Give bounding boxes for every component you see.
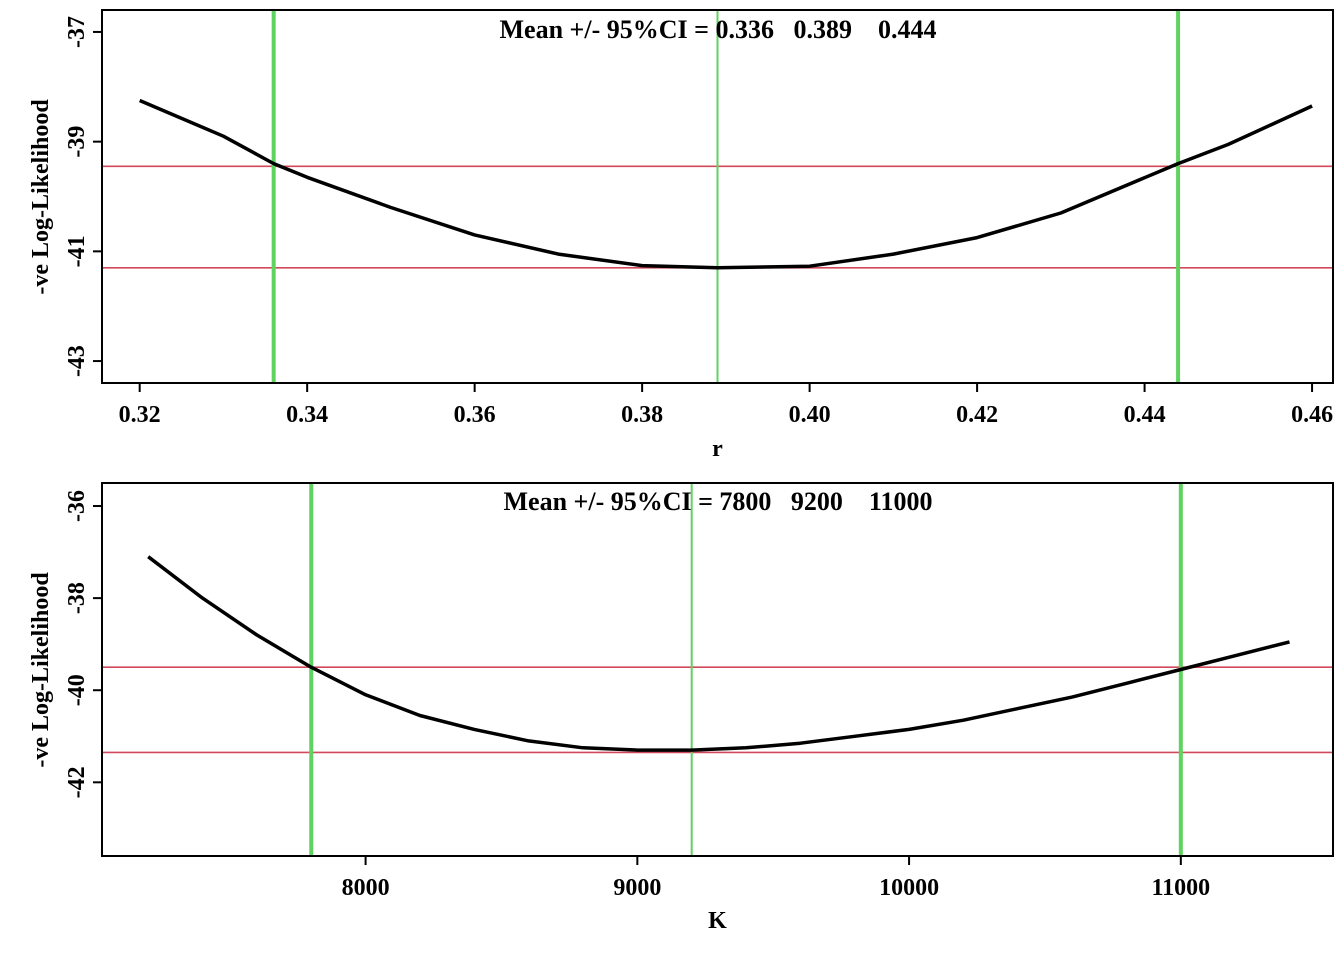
- y-tick-label: -43: [64, 345, 90, 377]
- y-axis-title: -ve Log-Likelihood: [28, 99, 54, 295]
- x-tick-label: 0.46: [1291, 402, 1333, 428]
- y-tick-label: -42: [64, 766, 90, 798]
- y-tick-label: -38: [64, 582, 90, 614]
- x-axis-title: K: [708, 908, 727, 934]
- y-tick-label: -41: [64, 235, 90, 267]
- chart-panel-2: 8000 9000 10000 11000 -36 -38 -40 -42 K -ve Log-L…: [28, 482, 1334, 934]
- x-tick-label: 0.44: [1124, 402, 1166, 428]
- chart-panel-1: 0.32 0.34 0.36 0.38 0.40 0.42 0.44 0.46 -37 -39 -4…: [28, 9, 1334, 462]
- x-tick-label: 0.42: [956, 402, 998, 428]
- x-tick-label: 0.36: [454, 402, 496, 428]
- plot-frame: [101, 9, 1334, 384]
- y-tick-label: -37: [64, 16, 90, 48]
- x-tick-label: 0.32: [119, 402, 161, 428]
- x-tick-label: 0.40: [789, 402, 831, 428]
- x-tick-label: 11000: [1151, 875, 1210, 901]
- x-tick-label: 9000: [613, 875, 661, 901]
- ci-annotation: Mean +/- 95%CI = 7800 9200 11000: [503, 487, 932, 516]
- x-tick-label: 0.38: [621, 402, 663, 428]
- x-tick-label: 10000: [879, 875, 939, 901]
- y-tick-label: -39: [64, 126, 90, 158]
- y-tick-label: -36: [64, 490, 90, 522]
- x-tick-label: 8000: [342, 875, 390, 901]
- y-axis-title: -ve Log-Likelihood: [28, 572, 54, 768]
- x-tick-label: 0.34: [286, 402, 328, 428]
- y-tick-label: -40: [64, 674, 90, 706]
- x-axis-title: r: [712, 436, 723, 462]
- plot-frame: [101, 482, 1334, 857]
- ci-annotation: Mean +/- 95%CI = 0.336 0.389 0.444: [500, 15, 937, 44]
- likelihood-curve: [147, 555, 1290, 752]
- likelihood-curve: [139, 98, 1313, 270]
